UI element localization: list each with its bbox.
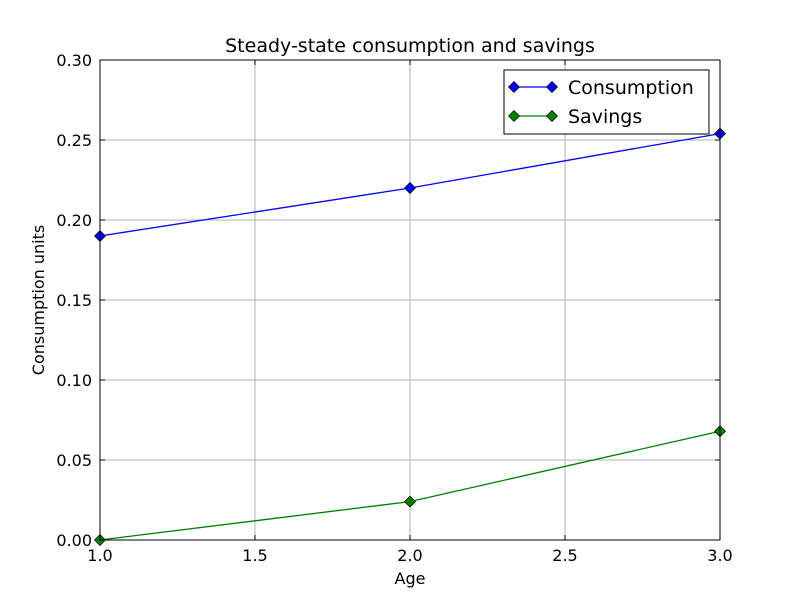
y-axis-label: Consumption units — [29, 225, 48, 375]
x-tick-label: 2.0 — [397, 546, 422, 565]
x-tick-label: 1.0 — [87, 546, 112, 565]
x-axis-label: Age — [395, 569, 426, 588]
x-tick-label: 2.5 — [552, 546, 577, 565]
legend-marker — [546, 81, 558, 93]
legend-marker — [508, 81, 520, 93]
series-savings — [94, 425, 726, 546]
legend-box — [503, 69, 710, 135]
y-tick-label: 0.30 — [56, 51, 92, 70]
legend-label: Consumption — [568, 77, 694, 99]
legend-marker — [546, 110, 558, 122]
data-point — [404, 495, 416, 508]
legend-item-consumption: Consumption — [508, 77, 694, 99]
legend: Consumption Savings — [503, 69, 710, 135]
y-tick-label: 0.20 — [56, 211, 92, 230]
chart-title: Steady-state consumption and savings — [225, 35, 595, 57]
y-tick-label: 0.10 — [56, 371, 92, 390]
legend-label: Savings — [568, 106, 642, 128]
y-tick-label: 0.25 — [56, 131, 92, 150]
series-layer — [94, 127, 726, 546]
y-tick-label: 0.00 — [56, 531, 92, 550]
x-tick-label: 1.5 — [242, 546, 267, 565]
ticks: 1.0 1.5 2.0 2.5 3.0 0.00 0.05 0.10 0.15 0.20 0.25 0… — [56, 51, 732, 565]
y-tick-label: 0.05 — [56, 451, 92, 470]
y-tick-label: 0.15 — [56, 291, 92, 310]
legend-item-savings: Savings — [508, 106, 642, 128]
legend-marker — [508, 110, 520, 122]
data-point — [404, 182, 416, 194]
x-tick-label: 3.0 — [707, 546, 732, 565]
